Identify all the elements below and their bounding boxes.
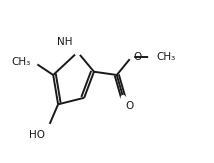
Text: O: O [133, 52, 141, 62]
Circle shape [75, 49, 81, 55]
Text: HO: HO [29, 130, 45, 140]
Circle shape [45, 124, 51, 130]
Text: NH: NH [57, 37, 73, 47]
Circle shape [30, 58, 37, 66]
Text: CH₃: CH₃ [156, 52, 175, 62]
Circle shape [129, 55, 134, 59]
Text: CH₃: CH₃ [11, 57, 30, 67]
Text: O: O [125, 101, 133, 111]
Circle shape [149, 53, 156, 61]
Circle shape [121, 96, 125, 100]
